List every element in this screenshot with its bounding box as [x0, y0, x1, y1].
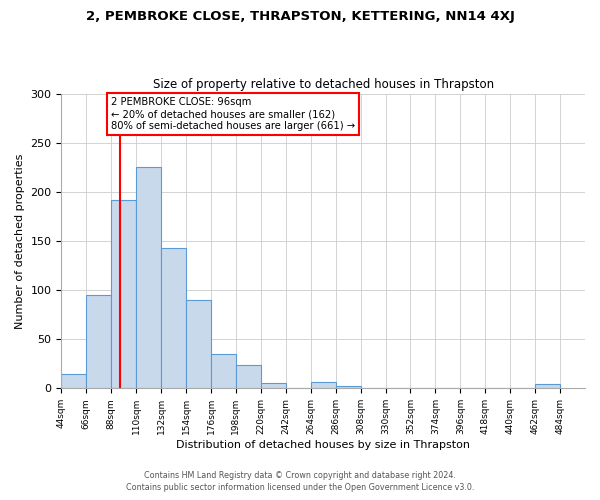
Title: Size of property relative to detached houses in Thrapston: Size of property relative to detached ho…	[152, 78, 494, 91]
Bar	[535, 384, 560, 388]
Bar	[111, 200, 136, 388]
Bar	[136, 168, 161, 388]
Y-axis label: Number of detached properties: Number of detached properties	[15, 154, 25, 328]
X-axis label: Distribution of detached houses by size in Thrapston: Distribution of detached houses by size …	[176, 440, 470, 450]
Bar	[161, 248, 186, 388]
Bar	[61, 374, 86, 388]
Bar	[311, 382, 335, 388]
Bar	[211, 354, 236, 388]
Bar	[236, 365, 261, 388]
Bar	[335, 386, 361, 388]
Text: 2 PEMBROKE CLOSE: 96sqm
← 20% of detached houses are smaller (162)
80% of semi-d: 2 PEMBROKE CLOSE: 96sqm ← 20% of detache…	[111, 98, 355, 130]
Bar	[86, 295, 111, 388]
Text: Contains public sector information licensed under the Open Government Licence v3: Contains public sector information licen…	[126, 484, 474, 492]
Bar	[261, 384, 286, 388]
Text: Contains HM Land Registry data © Crown copyright and database right 2024.: Contains HM Land Registry data © Crown c…	[144, 471, 456, 480]
Text: 2, PEMBROKE CLOSE, THRAPSTON, KETTERING, NN14 4XJ: 2, PEMBROKE CLOSE, THRAPSTON, KETTERING,…	[86, 10, 514, 23]
Bar	[186, 300, 211, 388]
